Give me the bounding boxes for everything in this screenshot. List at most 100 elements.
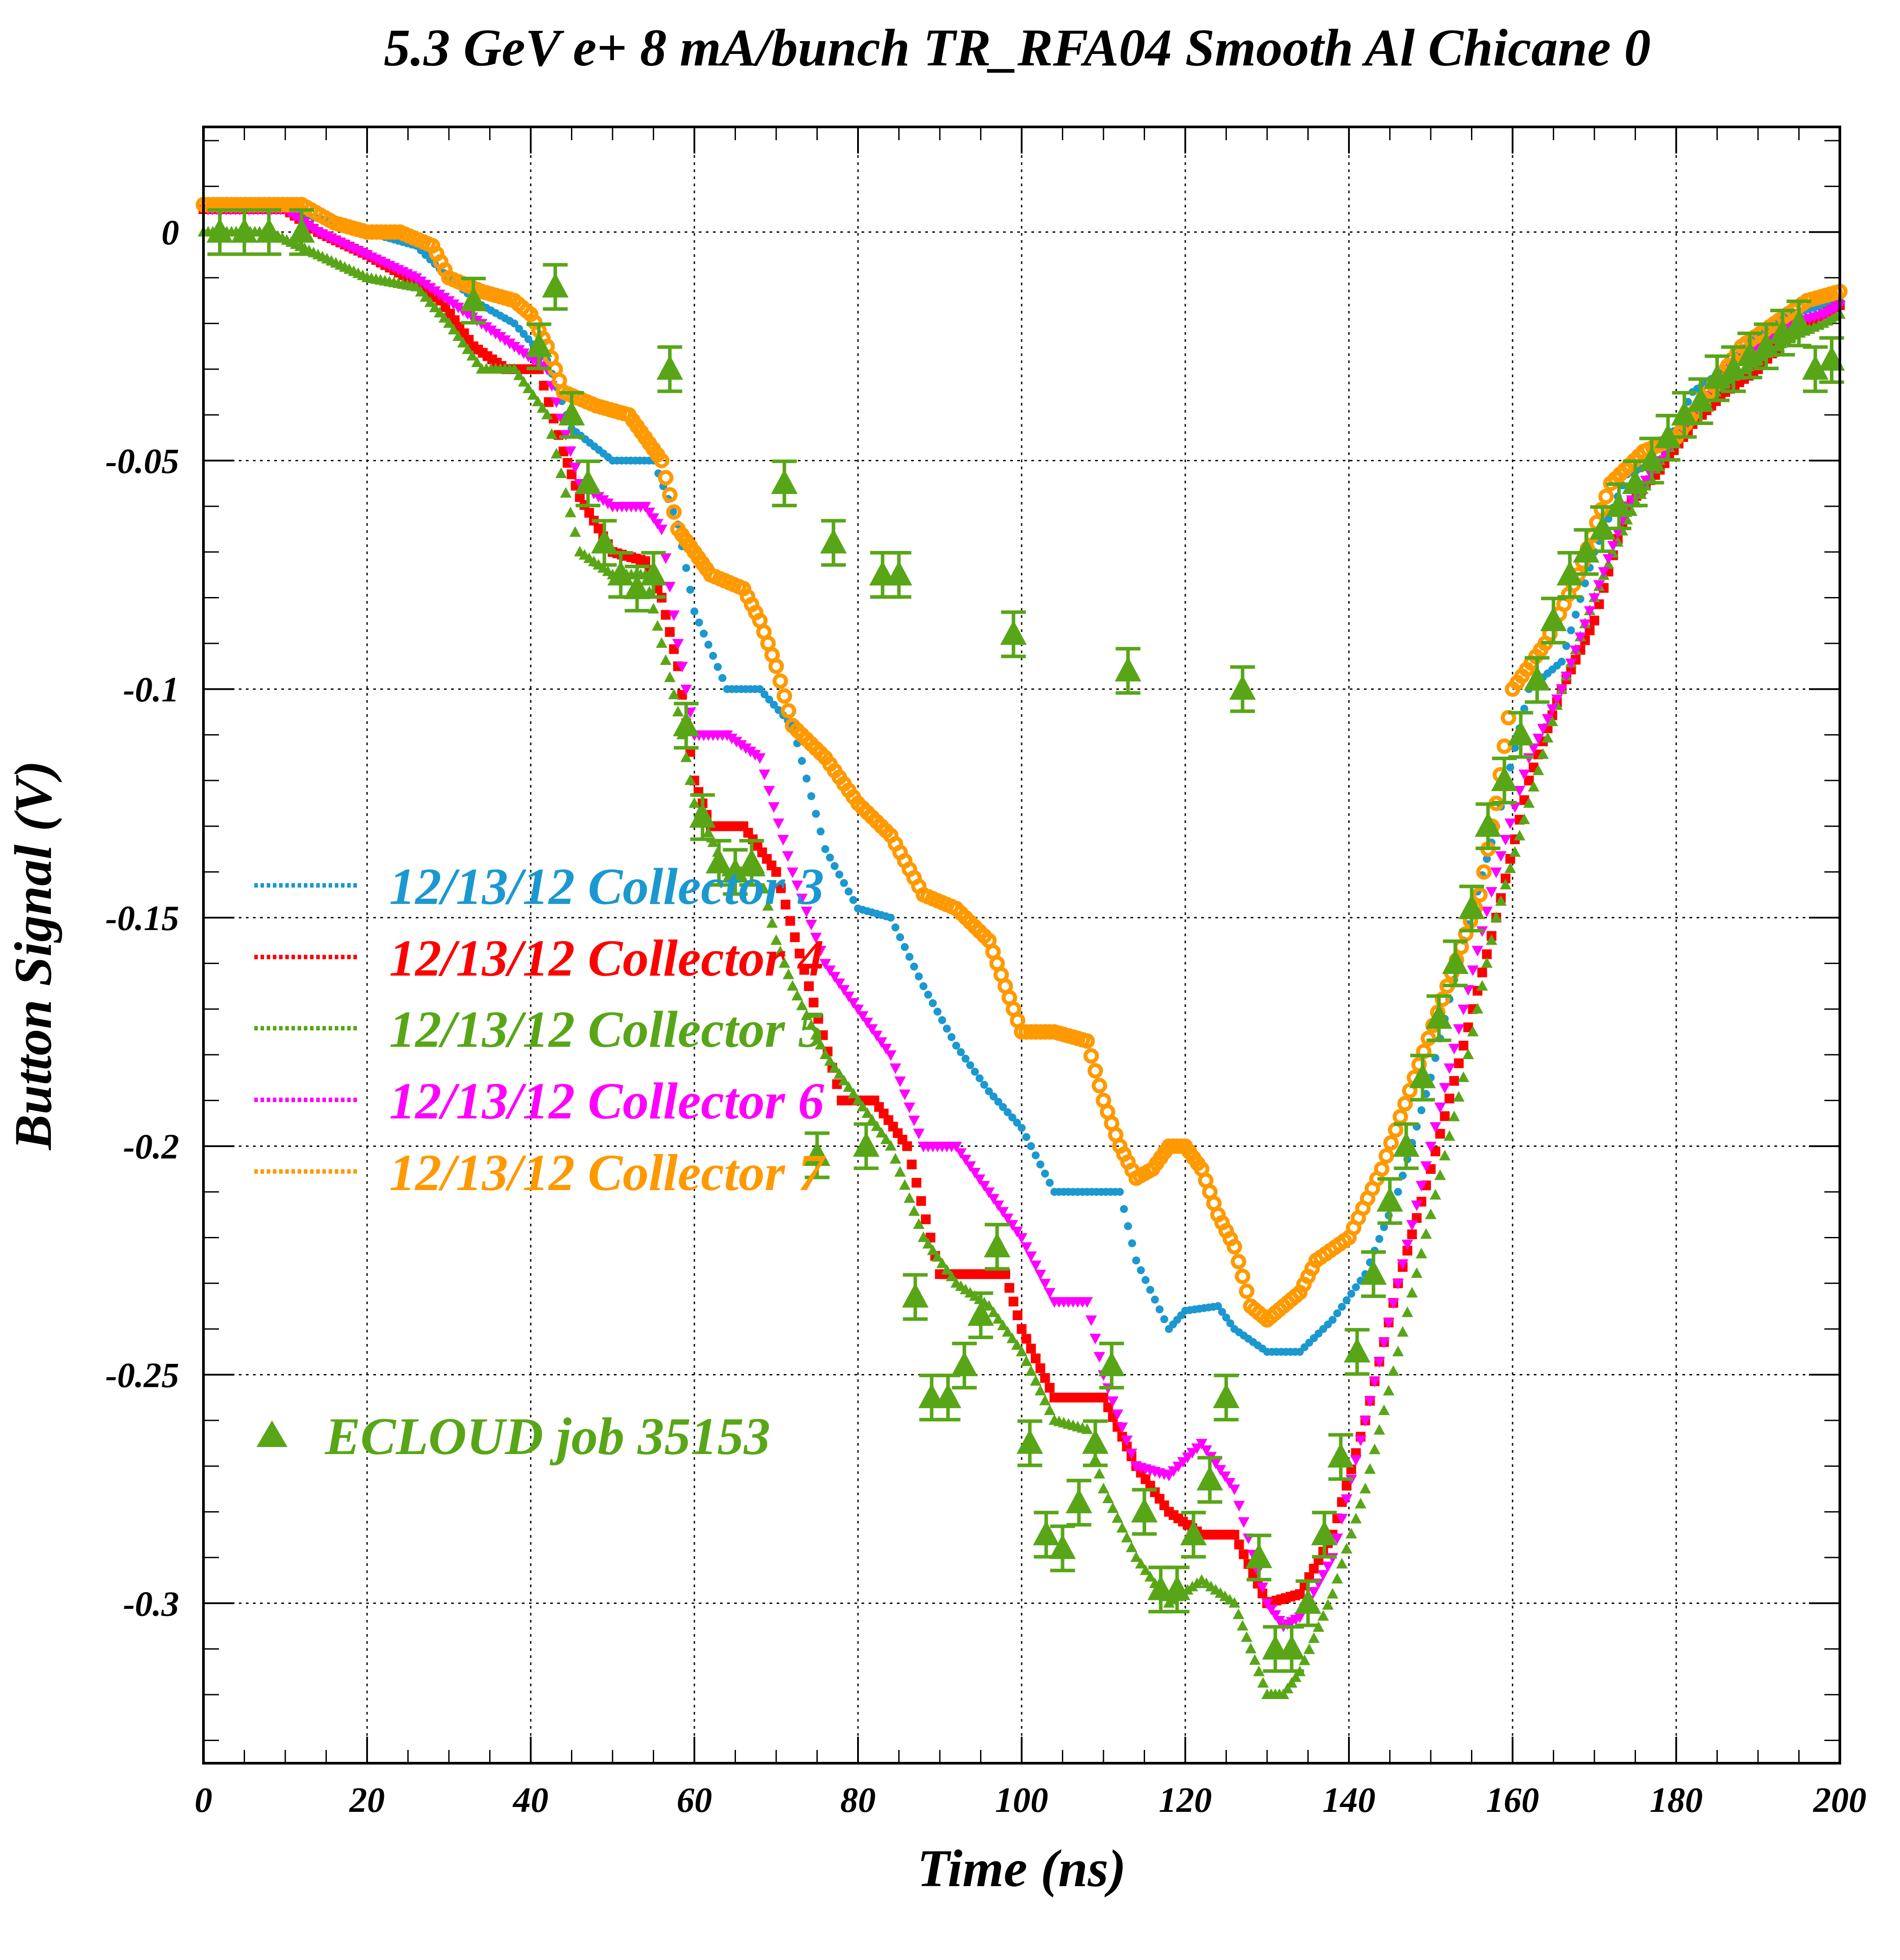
data-point: [857, 1011, 869, 1022]
data-point: [1383, 1385, 1394, 1396]
data-point: [919, 982, 927, 991]
data-point: [1121, 1436, 1133, 1447]
data-point: [955, 1148, 967, 1159]
data-point: [936, 1257, 948, 1268]
data-point: [810, 933, 822, 944]
data-point: [907, 1160, 917, 1170]
y-tick-label: -0.3: [123, 1585, 179, 1623]
data-point: [1245, 1642, 1256, 1654]
data-point: [721, 730, 733, 741]
data-point: [1308, 1632, 1320, 1643]
data-point: [424, 296, 436, 307]
data-point: [1380, 1223, 1388, 1231]
data-point: [875, 1037, 887, 1048]
data-point: [804, 1141, 831, 1166]
data-point: [665, 627, 675, 637]
data-point: [1440, 1111, 1450, 1121]
data-point: [485, 325, 497, 337]
data-point: [1471, 946, 1483, 957]
data-point: [1027, 1142, 1035, 1150]
data-point: [1397, 1096, 1413, 1112]
data-point: [866, 1024, 878, 1035]
data-point: [875, 1127, 887, 1138]
data-point: [942, 1024, 951, 1033]
data-point: [1322, 1562, 1334, 1573]
data-point: [1196, 1466, 1223, 1491]
data-point: [551, 397, 563, 408]
data-point: [1265, 1604, 1277, 1615]
data-point: [778, 957, 790, 968]
data-point: [672, 705, 684, 716]
data-point: [796, 893, 808, 904]
data-point: [466, 350, 478, 361]
data-point: [1397, 1259, 1409, 1270]
data-point: [983, 1187, 995, 1198]
data-point: [1126, 1448, 1138, 1459]
data-point: [1350, 1512, 1362, 1524]
data-point: [656, 637, 667, 648]
data-point: [1524, 666, 1551, 691]
data-point: [1481, 907, 1493, 918]
data-point: [905, 953, 914, 961]
data-point: [913, 1218, 925, 1229]
data-point: [1364, 1463, 1376, 1474]
data-point: [1463, 1022, 1473, 1033]
data-point: [885, 1140, 896, 1151]
data-point: [593, 492, 605, 503]
data-point: [1420, 1161, 1432, 1172]
data-point: [885, 560, 912, 586]
data-point: [1030, 1375, 1042, 1386]
data-point: [777, 835, 789, 846]
data-point: [558, 401, 585, 426]
data-point: [1486, 934, 1498, 945]
data-point: [1444, 1093, 1455, 1103]
data-point: [1475, 812, 1502, 837]
data-point: [770, 934, 782, 945]
data-point: [1802, 355, 1829, 380]
data-point: [480, 322, 492, 333]
data-point: [1542, 714, 1554, 725]
data-point: [804, 981, 814, 991]
data-point: [1490, 867, 1502, 878]
data-point: [1035, 1363, 1046, 1373]
data-point: [1551, 694, 1563, 705]
data-point: [709, 651, 717, 660]
data-point: [1402, 1245, 1413, 1256]
data-point: [1336, 1514, 1348, 1525]
data-point: [1338, 1302, 1346, 1311]
data-point: [457, 337, 469, 348]
data-point: [607, 560, 634, 586]
data-point: [1006, 1332, 1018, 1344]
data-point: [1425, 1141, 1436, 1152]
data-point: [689, 803, 716, 828]
data-point: [889, 1063, 901, 1074]
data-point: [1421, 1030, 1436, 1046]
data-point: [1449, 1076, 1459, 1086]
data-point: [880, 1133, 892, 1144]
data-point: [591, 528, 618, 554]
data-point: [1556, 685, 1567, 696]
data-point: [1345, 1527, 1357, 1539]
data-point: [960, 1155, 972, 1166]
data-point: [718, 674, 727, 682]
series-layer: [195, 197, 1848, 1699]
data-point: [1200, 1445, 1212, 1456]
data-point: [787, 980, 798, 991]
data-point: [1311, 1520, 1338, 1546]
x-tick-label: 20: [349, 1781, 385, 1820]
data-point: [1111, 1512, 1123, 1523]
data-point: [1448, 1110, 1460, 1122]
data-point: [433, 306, 445, 318]
data-point: [1155, 1305, 1164, 1313]
data-point: [1509, 802, 1521, 813]
data-point: [921, 1214, 931, 1225]
data-point: [1458, 1071, 1469, 1082]
data-point: [957, 1048, 965, 1057]
data-point: [677, 690, 687, 700]
data-point: [997, 1319, 1009, 1330]
data-point: [835, 870, 843, 879]
data-point: [947, 1033, 956, 1041]
data-point: [798, 757, 806, 765]
data-point: [656, 524, 667, 536]
